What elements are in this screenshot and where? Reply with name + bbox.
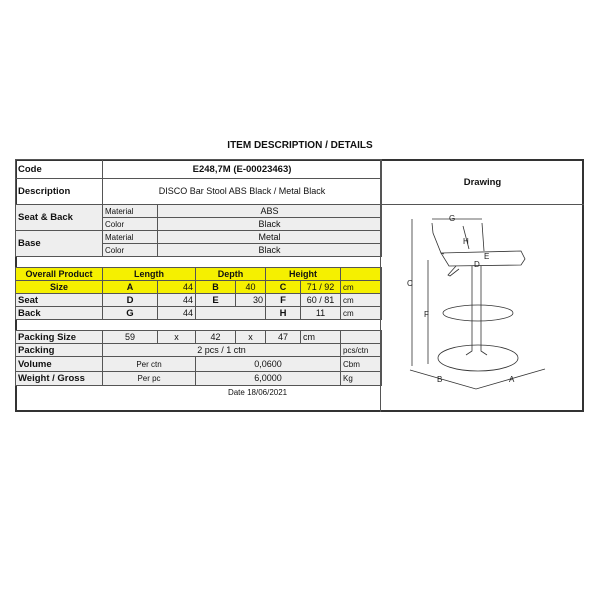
- dim-h: [462, 225, 470, 250]
- volume-label: Volume: [15, 356, 103, 372]
- base-material-value: Metal: [156, 230, 383, 244]
- size-label-2: Size: [15, 280, 103, 294]
- base-color-value: Black: [156, 243, 383, 257]
- packing-unit: pcs/ctn: [339, 343, 383, 357]
- details-table: Code E248,7M (E-00023463) Description DISC…: [15, 159, 383, 399]
- label-f: F: [424, 310, 429, 319]
- label-a: A: [509, 375, 515, 384]
- seat-back-label: Seat & Back: [15, 204, 103, 231]
- value-c: 71 / 92: [300, 280, 341, 294]
- value-e: 30: [235, 293, 266, 307]
- packing-width: 42: [195, 330, 236, 344]
- code-value: E248,7M (E-00023463): [101, 159, 383, 179]
- letter-e: E: [195, 293, 236, 307]
- seat-color-value: Black: [156, 217, 383, 231]
- back-label: Back: [15, 306, 103, 320]
- lever: [447, 265, 460, 277]
- value-d: 44: [157, 293, 196, 307]
- empty-cell: [195, 306, 266, 320]
- label-g: G: [449, 214, 455, 223]
- letter-g: G: [102, 306, 158, 320]
- height-header: Height: [265, 267, 341, 281]
- drawing-label: Drawing: [381, 159, 584, 205]
- base-material-label: Material: [102, 230, 158, 244]
- unit: cm: [339, 293, 383, 307]
- weight-unit: Kg: [339, 371, 383, 386]
- packing-height: 47: [265, 330, 301, 344]
- volume-value: 0,0600: [195, 356, 341, 372]
- description-value: DISCO Bar Stool ABS Black / Metal Black: [101, 178, 383, 205]
- letter-d: D: [102, 293, 158, 307]
- stool-drawing: G H E D C F B A: [407, 214, 546, 390]
- seat-color-label: Color: [102, 217, 158, 231]
- volume-per: Per ctn: [102, 356, 196, 372]
- packing-size-label: Packing Size: [15, 330, 103, 344]
- times-sign: x: [157, 330, 196, 344]
- base-label: Base: [15, 230, 103, 257]
- value-f: 60 / 81: [300, 293, 341, 307]
- value-h: 11: [300, 306, 341, 320]
- label-b: B: [437, 375, 442, 384]
- description-label: Description: [15, 178, 103, 205]
- document-title: ITEM DESCRIPTION / DETAILS: [227, 140, 373, 151]
- label-e: E: [484, 252, 489, 261]
- base-color-label: Color: [102, 243, 158, 257]
- unit: cm: [339, 280, 383, 294]
- packing-label: Packing: [15, 343, 103, 357]
- packing-value: 2 pcs / 1 ctn: [102, 343, 341, 357]
- seat-material-value: ABS: [156, 204, 383, 218]
- depth-header: Depth: [195, 267, 266, 281]
- spacer-row: [15, 319, 382, 331]
- unit: cm: [300, 330, 341, 344]
- unit: cm: [339, 306, 383, 320]
- weight-label: Weight / Gross: [15, 371, 103, 386]
- seat-label: Seat: [15, 293, 103, 307]
- footrest: [442, 304, 514, 322]
- seat-material-label: Material: [102, 204, 158, 218]
- size-label-1: Overall Product: [15, 267, 103, 281]
- empty-cell: [339, 330, 383, 344]
- date: Date 18/06/2021: [227, 388, 288, 397]
- packing-length: 59: [102, 330, 158, 344]
- weight-per: Per pc: [102, 371, 196, 386]
- seat: [440, 250, 526, 267]
- letter-c: C: [265, 280, 301, 294]
- letter-h: H: [265, 306, 301, 320]
- label-h: H: [463, 237, 469, 246]
- drawing-panel: Drawing G H E D C F B A: [380, 159, 584, 412]
- empty-cell: [339, 267, 383, 281]
- letter-a: A: [102, 280, 158, 294]
- volume-unit: Cbm: [339, 356, 383, 372]
- value-a: 44: [157, 280, 196, 294]
- base-disc: [437, 344, 519, 372]
- value-g: 44: [157, 306, 196, 320]
- backrest: [431, 222, 485, 255]
- weight-value: 6,0000: [195, 371, 341, 386]
- spacer-row: [15, 256, 382, 268]
- column: [465, 266, 488, 356]
- value-b: 40: [235, 280, 266, 294]
- code-label: Code: [15, 159, 103, 179]
- label-c: C: [407, 279, 413, 288]
- letter-b: B: [195, 280, 236, 294]
- length-header: Length: [102, 267, 196, 281]
- dim-b-a: [409, 368, 546, 390]
- label-d: D: [474, 260, 480, 269]
- times-sign: x: [235, 330, 266, 344]
- letter-f: F: [265, 293, 301, 307]
